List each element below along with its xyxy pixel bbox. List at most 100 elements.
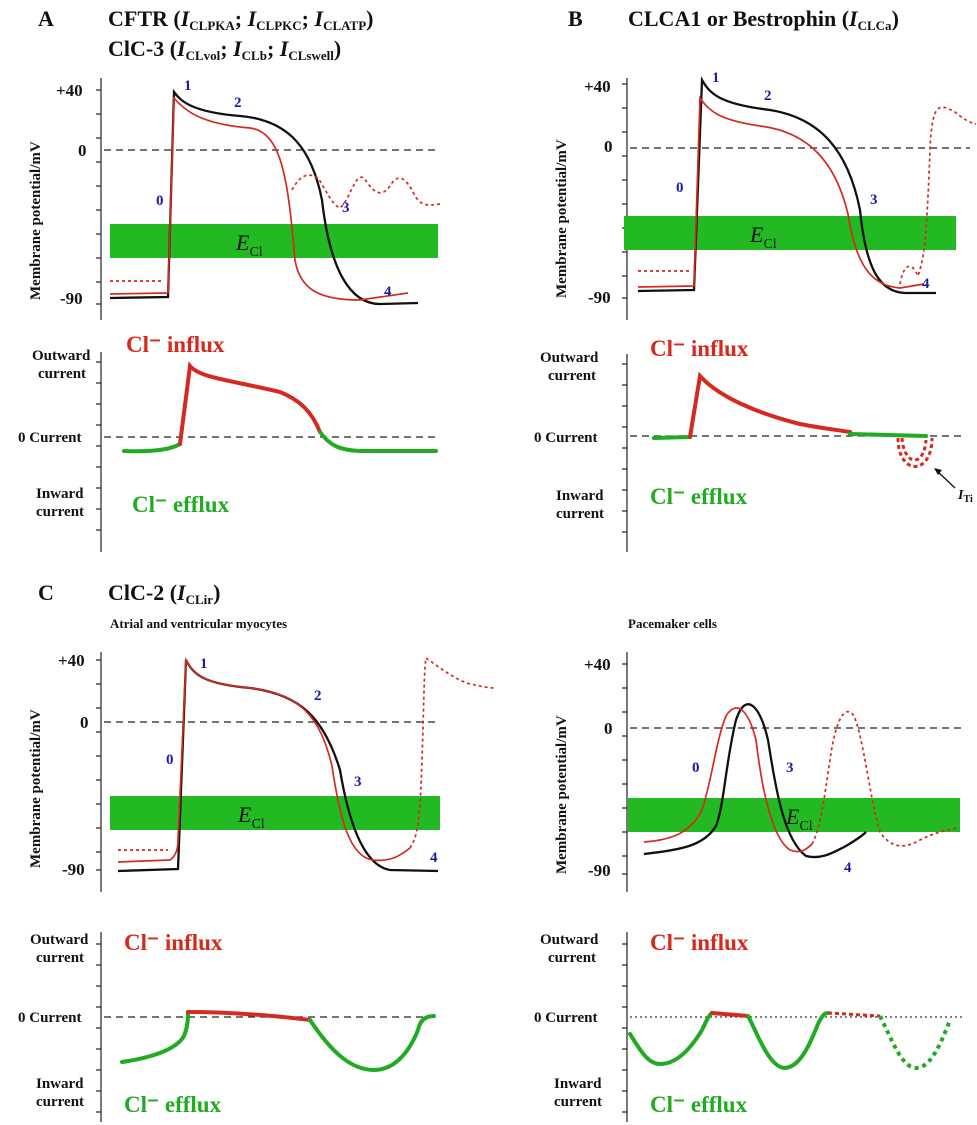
panel-a-sub1: CLPKA	[189, 18, 235, 33]
panel-c-influx: Cl⁻ influx	[124, 930, 223, 955]
panel-a-sub2: CLPKC	[256, 18, 302, 33]
panel-d-modified-ap	[643, 707, 813, 853]
panel-b-dad-dashed	[899, 106, 977, 285]
panel-c-ecl-sym: E	[237, 802, 252, 827]
panel-b-phase-2: 2	[764, 88, 772, 104]
panel-a-title1-text: CFTR (	[108, 6, 181, 31]
panel-c-ap-ticks	[96, 659, 101, 871]
panel-a-close2: )	[334, 36, 341, 61]
panel-b-iti-sym: I	[957, 488, 964, 503]
panel-a: A CFTR (ICLPKA; ICLPKC; ICLATP) ClC-3 (I…	[18, 6, 441, 552]
panel-b-phase-0: 0	[676, 180, 684, 196]
panel-a-sym3: I	[314, 6, 325, 31]
panel-a-ylabel: Membrane potential/mV	[28, 141, 44, 300]
panel-a-sep1: ;	[235, 6, 248, 31]
panel-d-efflux-2	[746, 1011, 830, 1071]
panel-c-phase-2: 2	[314, 688, 322, 704]
panel-a-zero-current: 0 Current	[18, 430, 81, 446]
panel-c-inward-current: current	[36, 1094, 84, 1110]
panel-c-left: C ClC-2 (ICLir) Atrial and ventricular m…	[18, 580, 495, 1122]
panel-b-outward: Outward	[540, 350, 599, 366]
panel-d-ecl-sub: Cl	[799, 819, 812, 834]
panel-b-influx: Cl⁻ influx	[650, 336, 749, 361]
panel-b-title-sym: I	[848, 6, 859, 31]
panel-a-efflux: Cl⁻ efflux	[132, 492, 230, 517]
panel-b: B CLCA1 or Bestrophin (ICLCa) Membrane p…	[534, 6, 977, 552]
panel-a-inward: Inward	[36, 486, 84, 502]
panel-b-iti-sub: Ti	[963, 494, 972, 505]
panel-a-influx: Cl⁻ influx	[126, 332, 225, 357]
panel-c-ecl-band	[110, 796, 440, 830]
panel-c-title-sym: I	[176, 580, 187, 605]
panel-a-sym1: I	[180, 6, 191, 31]
panel-a-ead-dashed	[291, 174, 441, 209]
panel-d-cur-ticks	[622, 943, 627, 1113]
panel-d-ecl-sym: E	[785, 804, 800, 829]
panel-b-phase-4: 4	[922, 276, 930, 292]
panel-d-tick-zero: 0	[604, 719, 613, 738]
panel-a-ecl-sym: E	[235, 230, 250, 255]
panel-a-efflux-early	[122, 442, 182, 454]
panel-a-sym5: I	[232, 36, 243, 61]
panel-a-phase-4: 4	[384, 284, 392, 300]
panel-b-title-sub: CLCa	[858, 18, 892, 33]
panel-d-tick-bottom: -90	[588, 861, 611, 880]
panel-c-modified-rest	[117, 839, 179, 863]
panel-b-iti-arrowhead	[934, 468, 942, 475]
panel-a-sub6: CLswell	[288, 48, 334, 63]
panel-c-right: Pacemaker cells Membrane potential/mV +4…	[534, 616, 962, 1122]
panel-a-sep3: ;	[220, 36, 233, 61]
panel-a-ecl-label: ECl	[235, 230, 263, 260]
panel-a-sub3: CLATP	[323, 18, 366, 33]
panel-d-outward-current: current	[548, 950, 596, 966]
panel-b-title-close: )	[892, 6, 899, 31]
panel-c-tick-bottom: -90	[62, 860, 85, 879]
panel-a-close1: )	[366, 6, 373, 31]
panel-a-tick-top: +40	[56, 81, 83, 100]
panel-a-modified-ap	[109, 95, 409, 301]
panel-b-iti-dashed	[896, 437, 934, 468]
panel-d-ylabel: Membrane potential/mV	[554, 715, 570, 874]
panel-d-phase-0: 0	[692, 760, 700, 776]
panel-d-influx: Cl⁻ influx	[650, 930, 749, 955]
panel-a-phase-0: 0	[156, 193, 164, 209]
panel-d-efflux-3-dashed	[878, 1015, 952, 1071]
panel-c-title-close: )	[213, 580, 220, 605]
panel-b-ylabel: Membrane potential/mV	[554, 139, 570, 298]
panel-d-phase-3: 3	[786, 760, 794, 776]
panel-a-phase-1: 1	[184, 78, 192, 94]
panel-d-inward: Inward	[554, 1076, 602, 1092]
panel-c-outward: Outward	[30, 932, 89, 948]
panel-a-sym4: I	[176, 36, 187, 61]
panel-b-title: CLCA1 or Bestrophin (ICLCa)	[628, 6, 899, 33]
panel-b-outward-current: current	[548, 368, 596, 384]
panel-b-ecl-sub: Cl	[763, 237, 776, 252]
panel-c-inward: Inward	[36, 1076, 84, 1092]
panel-c-outward-current: current	[36, 950, 84, 966]
panel-b-control-ap	[637, 75, 936, 295]
panel-d-ecl-band	[628, 798, 960, 832]
panel-a-tick-zero: 0	[78, 141, 87, 160]
panel-b-efflux-early	[652, 435, 692, 440]
panel-c-left-subtitle: Atrial and ventricular myocytes	[110, 616, 287, 631]
panel-b-inward: Inward	[556, 488, 604, 504]
panel-c-influx-trace	[186, 1010, 312, 1022]
panel-b-influx-trace	[688, 371, 852, 439]
panel-d-influx-2-dashed	[827, 1011, 881, 1018]
panel-d-efflux: Cl⁻ efflux	[650, 1092, 748, 1117]
panel-a-sub4: CLvol	[186, 48, 221, 63]
panel-a-title-line2: ClC-3 (ICLvol; ICLb; ICLswell)	[108, 36, 341, 63]
panel-d-tick-top: +40	[584, 655, 611, 674]
panel-a-outward: Outward	[32, 348, 91, 364]
panel-b-ap-ticks	[622, 83, 627, 299]
panel-c-efflux-early	[120, 1010, 190, 1064]
panel-a-tick-bottom: -90	[60, 289, 83, 308]
panel-c-modified-ap	[177, 656, 411, 862]
panel-a-sym6: I	[279, 36, 290, 61]
panel-c-title-sub: CLir	[186, 592, 214, 607]
panel-c-dad-dashed	[409, 656, 495, 849]
panel-b-phase-3: 3	[870, 192, 878, 208]
panel-a-influx-trace	[178, 361, 322, 446]
panel-c-title-text: ClC-2 (	[108, 580, 177, 605]
panel-b-tick-zero: 0	[604, 137, 613, 156]
